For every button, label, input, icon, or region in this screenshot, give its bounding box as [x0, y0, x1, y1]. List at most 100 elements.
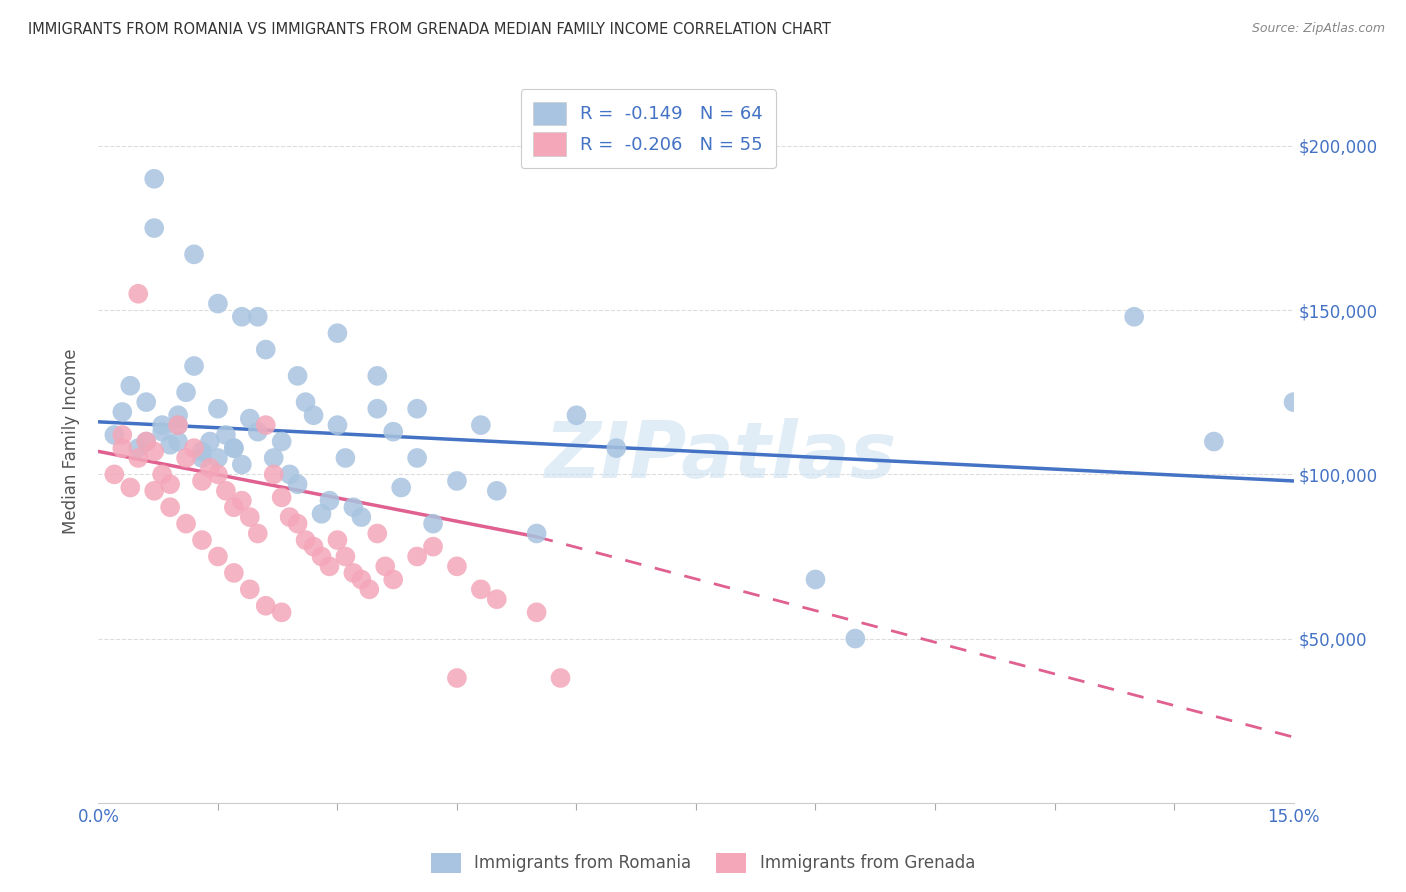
Text: Source: ZipAtlas.com: Source: ZipAtlas.com: [1251, 22, 1385, 36]
Point: [222, 441, 245, 455]
Point: [174, 450, 197, 465]
Point: [159, 438, 181, 452]
Point: [342, 566, 364, 580]
Point: [174, 385, 197, 400]
Point: [215, 483, 238, 498]
Point: [382, 573, 405, 587]
Point: [485, 483, 508, 498]
Point: [287, 477, 309, 491]
Point: [167, 434, 190, 449]
Point: [150, 418, 173, 433]
Point: [167, 418, 190, 433]
Point: [143, 171, 166, 186]
Point: [1282, 395, 1305, 409]
Point: [135, 395, 157, 409]
Point: [222, 566, 245, 580]
Point: [406, 401, 429, 416]
Point: [470, 418, 492, 433]
Point: [287, 516, 309, 531]
Point: [198, 434, 221, 449]
Point: [191, 450, 214, 465]
Point: [127, 441, 149, 455]
Point: [191, 474, 214, 488]
Point: [143, 221, 166, 235]
Point: [406, 450, 429, 465]
Point: [127, 286, 149, 301]
Point: [207, 401, 229, 416]
Point: [143, 483, 166, 498]
Point: [278, 510, 301, 524]
Point: [254, 343, 277, 357]
Point: [183, 247, 205, 261]
Point: [111, 428, 134, 442]
Point: [294, 395, 316, 409]
Point: [804, 573, 827, 587]
Point: [246, 310, 269, 324]
Point: [263, 450, 285, 465]
Point: [254, 599, 277, 613]
Point: [127, 450, 149, 465]
Point: [183, 359, 205, 373]
Point: [470, 582, 492, 597]
Point: [239, 582, 262, 597]
Point: [318, 493, 340, 508]
Point: [526, 605, 548, 619]
Point: [1123, 310, 1146, 324]
Point: [231, 493, 253, 508]
Point: [191, 533, 214, 547]
Point: [270, 434, 292, 449]
Point: [207, 296, 229, 310]
Point: [278, 467, 301, 482]
Point: [135, 434, 157, 449]
Point: [326, 418, 349, 433]
Y-axis label: Median Family Income: Median Family Income: [62, 349, 80, 534]
Point: [389, 481, 412, 495]
Point: [231, 310, 253, 324]
Point: [366, 526, 388, 541]
Point: [222, 441, 245, 455]
Point: [326, 326, 349, 341]
Point: [207, 450, 229, 465]
Point: [485, 592, 508, 607]
Point: [246, 526, 269, 541]
Point: [1202, 434, 1225, 449]
Point: [422, 540, 444, 554]
Point: [350, 510, 373, 524]
Point: [263, 467, 285, 482]
Point: [135, 434, 157, 449]
Point: [302, 540, 325, 554]
Point: [366, 368, 388, 383]
Point: [294, 533, 316, 547]
Point: [103, 428, 125, 442]
Point: [374, 559, 396, 574]
Point: [167, 418, 190, 433]
Point: [311, 549, 333, 564]
Point: [246, 425, 269, 439]
Point: [111, 441, 134, 455]
Point: [366, 401, 388, 416]
Point: [446, 559, 468, 574]
Point: [446, 474, 468, 488]
Point: [311, 507, 333, 521]
Point: [215, 428, 238, 442]
Point: [198, 460, 221, 475]
Point: [191, 444, 214, 458]
Point: [318, 559, 340, 574]
Point: [526, 526, 548, 541]
Point: [231, 458, 253, 472]
Point: [159, 500, 181, 515]
Point: [406, 549, 429, 564]
Point: [844, 632, 866, 646]
Point: [342, 500, 364, 515]
Point: [565, 409, 588, 423]
Text: IMMIGRANTS FROM ROMANIA VS IMMIGRANTS FROM GRENADA MEDIAN FAMILY INCOME CORRELAT: IMMIGRANTS FROM ROMANIA VS IMMIGRANTS FR…: [28, 22, 831, 37]
Point: [103, 467, 125, 482]
Point: [254, 418, 277, 433]
Point: [150, 425, 173, 439]
Point: [382, 425, 405, 439]
Point: [605, 441, 627, 455]
Point: [335, 549, 357, 564]
Point: [174, 516, 197, 531]
Text: ZIPatlas: ZIPatlas: [544, 418, 896, 494]
Point: [239, 510, 262, 524]
